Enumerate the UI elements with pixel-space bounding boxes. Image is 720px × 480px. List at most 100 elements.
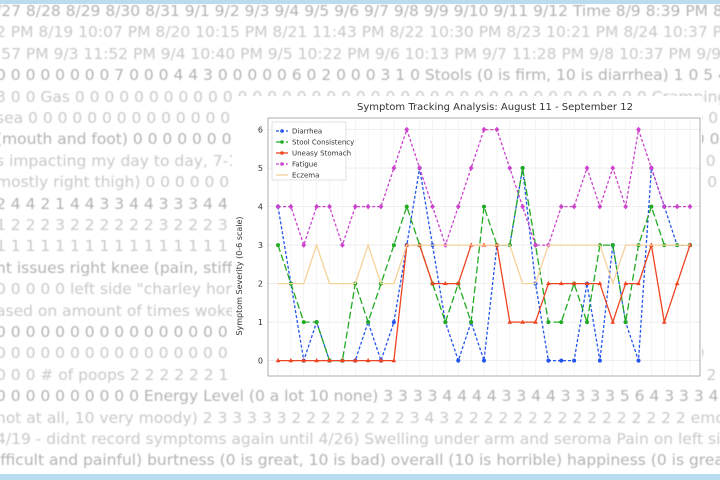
data-point: [623, 203, 629, 210]
data-point: [546, 320, 551, 325]
data-point: [584, 280, 590, 286]
data-point: [275, 357, 281, 363]
background-text-line: /27 8/28 8/29 8/30 8/31 9/1 9/2 9/3 9/4 …: [0, 4, 720, 20]
data-point: [533, 319, 538, 324]
series-line: [278, 243, 690, 286]
data-point: [301, 357, 307, 363]
y-tick-label: 5: [258, 164, 263, 173]
y-tick-label: 4: [258, 203, 263, 212]
data-point: [507, 165, 513, 171]
data-point: [276, 243, 280, 248]
y-tick-label: 2: [258, 280, 263, 289]
series-line: [278, 127, 690, 248]
data-point: [558, 203, 564, 210]
data-point: [366, 320, 371, 325]
data-point: [597, 203, 603, 210]
legend-label: Eczema: [292, 172, 319, 180]
data-point: [584, 165, 590, 171]
data-point: [558, 280, 564, 286]
data-point: [610, 165, 616, 171]
data-point: [572, 358, 577, 363]
data-point: [378, 357, 384, 363]
data-point: [636, 280, 641, 286]
data-point: [687, 203, 693, 210]
legend-marker: [280, 151, 284, 155]
data-point: [648, 165, 654, 171]
data-point: [571, 280, 577, 286]
data-point: [404, 204, 409, 209]
data-point: [391, 320, 396, 325]
background-text-line: 0 0 0 0 0 0 0 0 7 0 0 0 4 4 3 0 0 0 0 0 …: [0, 66, 720, 85]
data-point: [546, 280, 551, 286]
data-point: [339, 242, 345, 248]
data-point: [559, 358, 564, 363]
data-point: [520, 319, 525, 324]
legend-label: Diarrhea: [292, 128, 322, 136]
legend-label: Stool Consistency: [292, 139, 354, 147]
background-text-line: not at all, 10 very moody) 2 3 3 3 3 3 2…: [0, 408, 720, 427]
data-point: [674, 280, 680, 286]
background-text-line: ifficult and painful) burtness (0 is gre…: [0, 451, 720, 470]
data-point: [559, 320, 564, 325]
data-point: [623, 280, 628, 286]
data-point: [494, 126, 500, 133]
data-point: [610, 243, 615, 248]
legend-marker: [280, 162, 284, 166]
data-point: [314, 320, 319, 325]
y-tick-label: 6: [258, 126, 263, 135]
data-point: [288, 357, 294, 363]
legend-label: Fatigue: [292, 161, 318, 169]
data-point: [482, 204, 486, 209]
data-point: [455, 280, 461, 286]
plot-frame: [267, 117, 701, 377]
data-point: [597, 358, 602, 363]
data-point: [482, 358, 486, 363]
data-point: [314, 357, 319, 363]
y-ticks: 0 1 2 3 4 5 6: [258, 126, 263, 366]
data-point: [636, 358, 641, 363]
y-tick-label: 1: [258, 318, 263, 327]
y-tick-label: 0: [258, 357, 263, 366]
background-text-line: 0 0 0 0 0 0 0 0 0 0 Energy Level (0 a lo…: [0, 387, 720, 406]
data-point: [610, 319, 616, 324]
legend-marker: [280, 129, 284, 133]
legend-marker: [280, 140, 284, 144]
data-point: [623, 320, 628, 325]
data-point: [571, 203, 577, 210]
legend-label: Uneasy Stomach: [292, 150, 351, 158]
data-point: [507, 319, 513, 324]
data-point: [456, 358, 461, 363]
data-point: [546, 358, 551, 363]
data-point: [469, 320, 474, 325]
data-point: [301, 242, 307, 248]
data-point: [520, 203, 526, 210]
data-point: [661, 203, 667, 210]
data-point: [340, 357, 345, 363]
legend: Diarrhea Stool Consistency Uneasy Stomach F…: [271, 121, 354, 181]
symptom-chart: Symptom Tracking Analysis: August 11 - S…: [232, 96, 702, 386]
data-point: [443, 320, 448, 325]
background-text-line: :57 PM 9/3 11:52 PM 9/4 10:40 PM 9/5 10:…: [0, 44, 720, 63]
data-point: [585, 320, 589, 325]
data-point: [597, 280, 603, 286]
series-layer: [275, 126, 693, 363]
data-point: [674, 203, 680, 210]
data-point: [391, 357, 397, 363]
data-point: [636, 126, 641, 133]
data-point: [649, 204, 654, 209]
data-point: [520, 166, 525, 171]
data-point: [327, 357, 332, 363]
data-point: [365, 357, 371, 363]
data-point: [443, 280, 448, 286]
data-point: [352, 357, 358, 363]
data-point: [533, 242, 538, 248]
data-point: [430, 280, 435, 286]
data-point: [661, 319, 667, 324]
data-point: [391, 243, 396, 248]
y-axis-label: Symptom Severity (0-6 scale): [235, 216, 244, 335]
background-text-line: 4/19 - didnt record symptoms again until…: [0, 430, 720, 448]
background-text-line: 2 PM 8/19 10:07 PM 8/20 10:15 PM 8/21 11…: [0, 23, 720, 42]
y-tick-label: 3: [258, 241, 263, 250]
chart-title: Symptom Tracking Analysis: August 11 - S…: [357, 102, 633, 113]
